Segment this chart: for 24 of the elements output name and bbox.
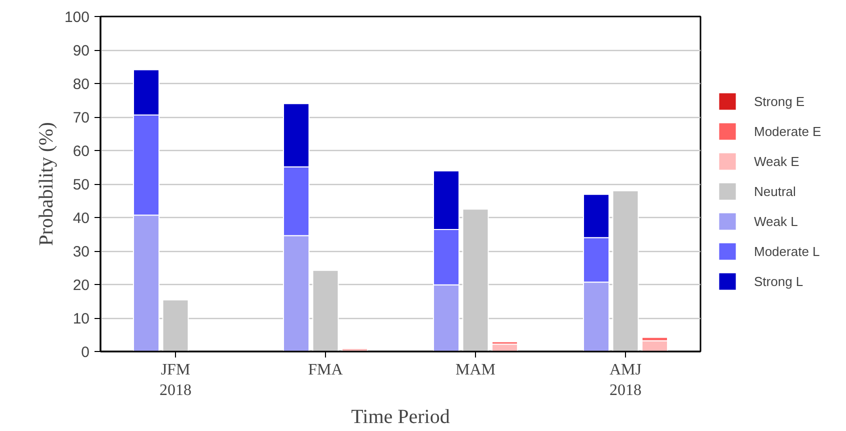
- y-tick-label: 70: [72, 110, 90, 126]
- x-axis-title: Time Period: [351, 406, 450, 428]
- y-tick-label: 100: [64, 9, 90, 26]
- y-tick-label: 80: [72, 76, 90, 93]
- legend-label: Neutral: [754, 184, 796, 198]
- y-tick-label: 30: [72, 244, 90, 260]
- legend-label: Strong L: [754, 274, 804, 288]
- legend-label: Strong E: [754, 94, 805, 108]
- y-tick-label: 90: [72, 42, 90, 60]
- y-tick-label: 20: [72, 277, 90, 294]
- legend-label: Moderate L: [754, 244, 820, 258]
- x-tick-label: MAM: [455, 362, 496, 378]
- x-tick-label: JFM 2018: [160, 362, 192, 399]
- y-tick-label: 40: [72, 210, 90, 227]
- x-tick-label: AMJ 2018: [609, 362, 642, 399]
- legend-label: Moderate E: [754, 124, 822, 138]
- y-tick-label: 60: [72, 143, 90, 160]
- y-tick-label: 50: [72, 176, 90, 194]
- y-tick-label: 0: [81, 344, 90, 361]
- legend-label: Weak E: [754, 154, 800, 168]
- y-tick-label: 10: [72, 310, 90, 328]
- y-axis-title: Probability (%): [35, 122, 58, 246]
- x-tick-label: FMA: [308, 362, 344, 378]
- legend-label: Weak L: [754, 214, 798, 228]
